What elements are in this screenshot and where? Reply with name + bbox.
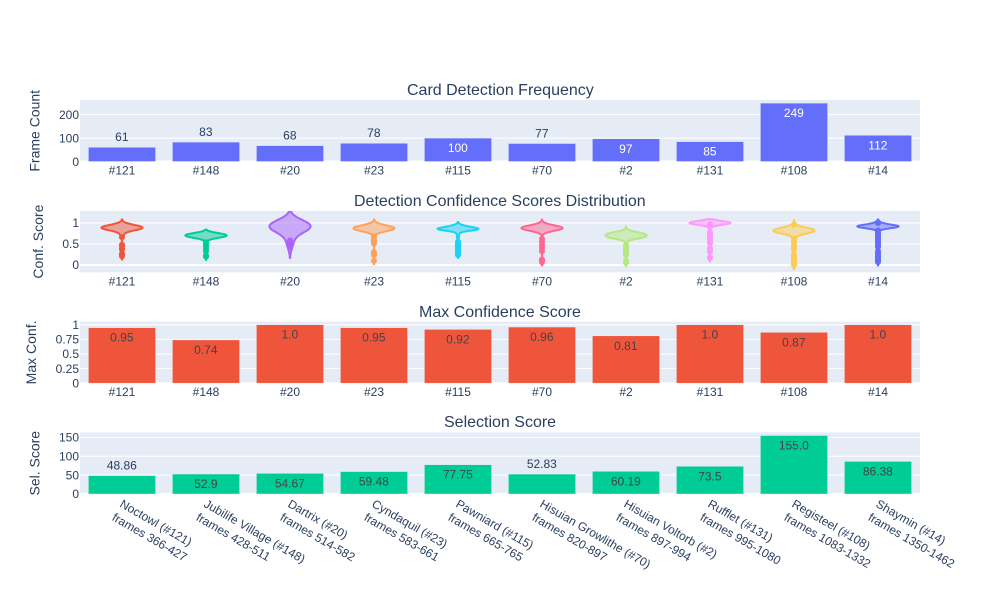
svg-text:77: 77: [535, 126, 549, 140]
svg-text:150: 150: [59, 431, 79, 445]
svg-text:#14: #14: [868, 385, 888, 399]
svg-text:0.75: 0.75: [56, 333, 80, 347]
svg-text:#2: #2: [619, 385, 633, 399]
svg-text:0.74: 0.74: [194, 343, 218, 357]
svg-text:1: 1: [72, 216, 79, 230]
svg-text:#121: #121: [109, 385, 136, 399]
svg-text:#14: #14: [868, 274, 888, 288]
svg-text:0.95: 0.95: [362, 331, 386, 345]
svg-text:0.25: 0.25: [56, 362, 80, 376]
svg-text:155.0: 155.0: [779, 439, 809, 453]
svg-text:#115: #115: [445, 385, 471, 399]
svg-text:#23: #23: [364, 274, 384, 288]
svg-text:100: 100: [59, 131, 79, 145]
svg-text:0.5: 0.5: [62, 237, 79, 251]
svg-text:#20: #20: [280, 164, 300, 178]
svg-text:0.92: 0.92: [446, 332, 470, 346]
svg-text:0.5: 0.5: [62, 347, 79, 361]
svg-text:97: 97: [619, 142, 633, 156]
svg-text:112: 112: [868, 138, 887, 152]
svg-text:#131: #131: [697, 164, 724, 178]
svg-text:#115: #115: [445, 274, 471, 288]
svg-text:52.83: 52.83: [527, 457, 557, 471]
svg-text:#70: #70: [532, 385, 552, 399]
svg-text:77.75: 77.75: [443, 468, 473, 482]
svg-text:#121: #121: [109, 274, 136, 288]
svg-text:48.86: 48.86: [107, 459, 137, 473]
svg-text:#20: #20: [280, 274, 300, 288]
svg-text:1.0: 1.0: [869, 328, 886, 342]
svg-text:50: 50: [66, 468, 80, 482]
svg-text:#23: #23: [364, 164, 384, 178]
svg-text:85: 85: [703, 145, 717, 159]
svg-text:1: 1: [72, 318, 79, 332]
svg-text:0: 0: [72, 376, 79, 390]
svg-text:0.96: 0.96: [530, 330, 554, 344]
svg-text:78: 78: [367, 126, 381, 140]
svg-text:0.95: 0.95: [110, 331, 134, 345]
svg-text:100: 100: [448, 141, 468, 155]
svg-text:0: 0: [72, 487, 79, 501]
svg-text:Conf. Score: Conf. Score: [30, 204, 46, 278]
svg-text:54.67: 54.67: [275, 476, 305, 490]
svg-text:Detection Confidence Scores Di: Detection Confidence Scores Distribution: [354, 193, 646, 210]
svg-text:#14: #14: [868, 164, 888, 178]
svg-text:83: 83: [199, 125, 213, 139]
svg-text:Max Confidence Score: Max Confidence Score: [419, 304, 581, 321]
svg-text:#2: #2: [619, 164, 633, 178]
svg-text:#23: #23: [364, 385, 384, 399]
svg-text:73.5: 73.5: [698, 469, 722, 483]
svg-text:#148: #148: [193, 274, 220, 288]
svg-text:#131: #131: [697, 385, 724, 399]
svg-text:Frame Count: Frame Count: [27, 90, 43, 172]
svg-text:0: 0: [72, 155, 79, 169]
svg-text:#115: #115: [445, 164, 471, 178]
svg-text:0: 0: [72, 258, 79, 272]
svg-text:#108: #108: [781, 274, 808, 288]
svg-text:60.19: 60.19: [611, 474, 641, 488]
svg-text:#108: #108: [781, 164, 808, 178]
svg-text:249: 249: [784, 106, 804, 120]
svg-text:#20: #20: [280, 385, 300, 399]
svg-text:200: 200: [59, 108, 79, 122]
svg-text:#148: #148: [193, 164, 220, 178]
svg-text:100: 100: [59, 449, 79, 463]
svg-text:68: 68: [283, 129, 297, 143]
svg-text:Max Conf.: Max Conf.: [23, 321, 39, 385]
svg-text:61: 61: [115, 130, 129, 144]
svg-text:Card Detection Frequency: Card Detection Frequency: [407, 82, 594, 99]
svg-text:59.48: 59.48: [359, 475, 389, 489]
svg-text:#108: #108: [781, 385, 808, 399]
svg-text:#131: #131: [697, 274, 724, 288]
svg-text:1.0: 1.0: [701, 328, 718, 342]
svg-text:#121: #121: [109, 164, 136, 178]
svg-text:#2: #2: [619, 274, 633, 288]
svg-text:Sel. Score: Sel. Score: [27, 431, 43, 496]
svg-text:Selection Score: Selection Score: [444, 414, 556, 431]
svg-text:#70: #70: [532, 274, 552, 288]
svg-text:1.0: 1.0: [281, 328, 298, 342]
svg-text:0.87: 0.87: [782, 335, 806, 349]
svg-text:86.38: 86.38: [863, 464, 893, 478]
svg-text:0.81: 0.81: [614, 339, 638, 353]
svg-text:#148: #148: [193, 385, 220, 399]
svg-text:52.9: 52.9: [194, 477, 218, 491]
svg-text:#70: #70: [532, 164, 552, 178]
